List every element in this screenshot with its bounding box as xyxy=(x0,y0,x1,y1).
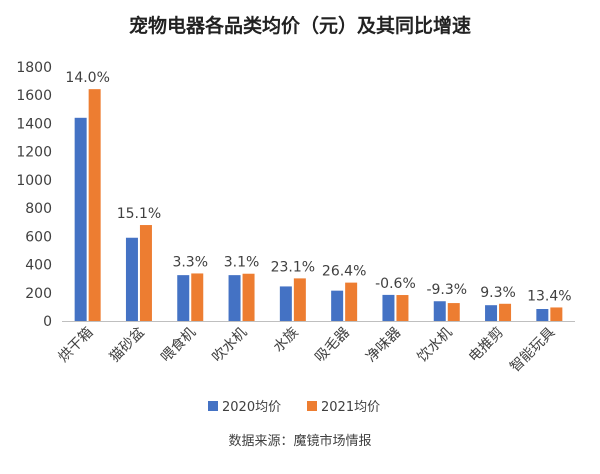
bar-2021 xyxy=(139,225,152,321)
bar-2020 xyxy=(485,305,498,321)
y-axis: 0 200 400 600 800 1000 1200 1400 1600 1800 xyxy=(16,60,52,330)
bar-2021 xyxy=(293,278,306,321)
y-tick-label: 1200 xyxy=(16,145,52,161)
legend-swatch-2021 xyxy=(307,401,317,411)
y-tick-label: 1800 xyxy=(16,60,52,76)
legend: 2020均价 2021均价 xyxy=(208,400,380,415)
growth-label: 26.4% xyxy=(322,264,366,280)
growth-label: 13.4% xyxy=(527,288,571,304)
growth-label: 9.3% xyxy=(480,285,516,301)
bar-2021 xyxy=(550,307,563,321)
bars-group xyxy=(74,89,563,321)
bar-2021 xyxy=(242,273,255,321)
growth-label: -9.3% xyxy=(426,282,467,298)
bar-2020 xyxy=(433,301,446,321)
bar-2021 xyxy=(345,282,358,321)
chart-title: 宠物电器各品类均价（元）及其同比增速 xyxy=(129,14,471,37)
legend-label-2021: 2021均价 xyxy=(321,400,380,415)
growth-label: 14.0% xyxy=(65,70,109,86)
growth-label: 15.1% xyxy=(117,206,161,222)
bar-2021 xyxy=(396,295,409,321)
bar-2021 xyxy=(499,303,512,321)
bar-2021 xyxy=(447,303,460,321)
legend-swatch-2020 xyxy=(208,401,218,411)
bar-2020 xyxy=(228,275,241,321)
bar-2021 xyxy=(191,273,204,321)
y-tick-label: 800 xyxy=(25,201,52,217)
growth-label: 23.1% xyxy=(271,259,315,275)
bar-2020 xyxy=(74,117,87,321)
data-labels-group: 14.0% 15.1% 3.3% 3.1% 23.1% 26.4% -0.6% -9.3% 9.… xyxy=(65,70,571,304)
growth-label: 3.3% xyxy=(172,254,208,270)
source-note: 数据来源：魔镜市场情报 xyxy=(228,433,371,449)
y-tick-label: 0 xyxy=(43,314,52,330)
bar-2021 xyxy=(88,89,101,321)
y-tick-label: 1000 xyxy=(16,173,52,189)
y-tick-label: 1600 xyxy=(16,88,52,104)
legend-label-2020: 2020均价 xyxy=(222,400,281,415)
growth-label: 3.1% xyxy=(224,255,260,271)
bar-2020 xyxy=(125,237,138,321)
bar-2020 xyxy=(382,294,395,321)
y-tick-label: 200 xyxy=(25,286,52,302)
y-tick-label: 400 xyxy=(25,258,52,274)
bar-2020 xyxy=(331,290,344,321)
growth-label: -0.6% xyxy=(375,276,416,292)
y-tick-label: 600 xyxy=(25,229,52,245)
bar-2020 xyxy=(536,309,549,321)
bar-2020 xyxy=(177,275,190,321)
bar-2020 xyxy=(279,286,292,321)
y-tick-label: 1400 xyxy=(16,116,52,132)
